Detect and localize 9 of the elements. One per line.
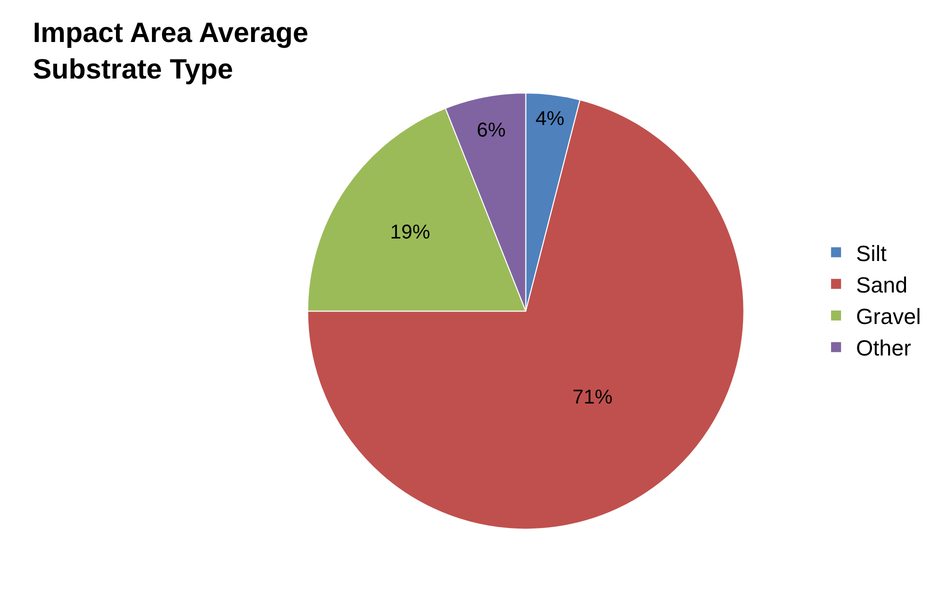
data-label: 71% [572, 386, 613, 408]
legend-label: Sand [856, 272, 908, 298]
legend-label: Other [856, 336, 912, 361]
chart-title: Impact Area Average Substrate Type [32, 17, 308, 84]
data-label: 19% [390, 222, 430, 244]
data-label: 4% [535, 108, 565, 130]
legend-label: Gravel [856, 304, 921, 330]
data-label: 6% [476, 120, 506, 142]
legend-label: Silt [856, 240, 887, 266]
